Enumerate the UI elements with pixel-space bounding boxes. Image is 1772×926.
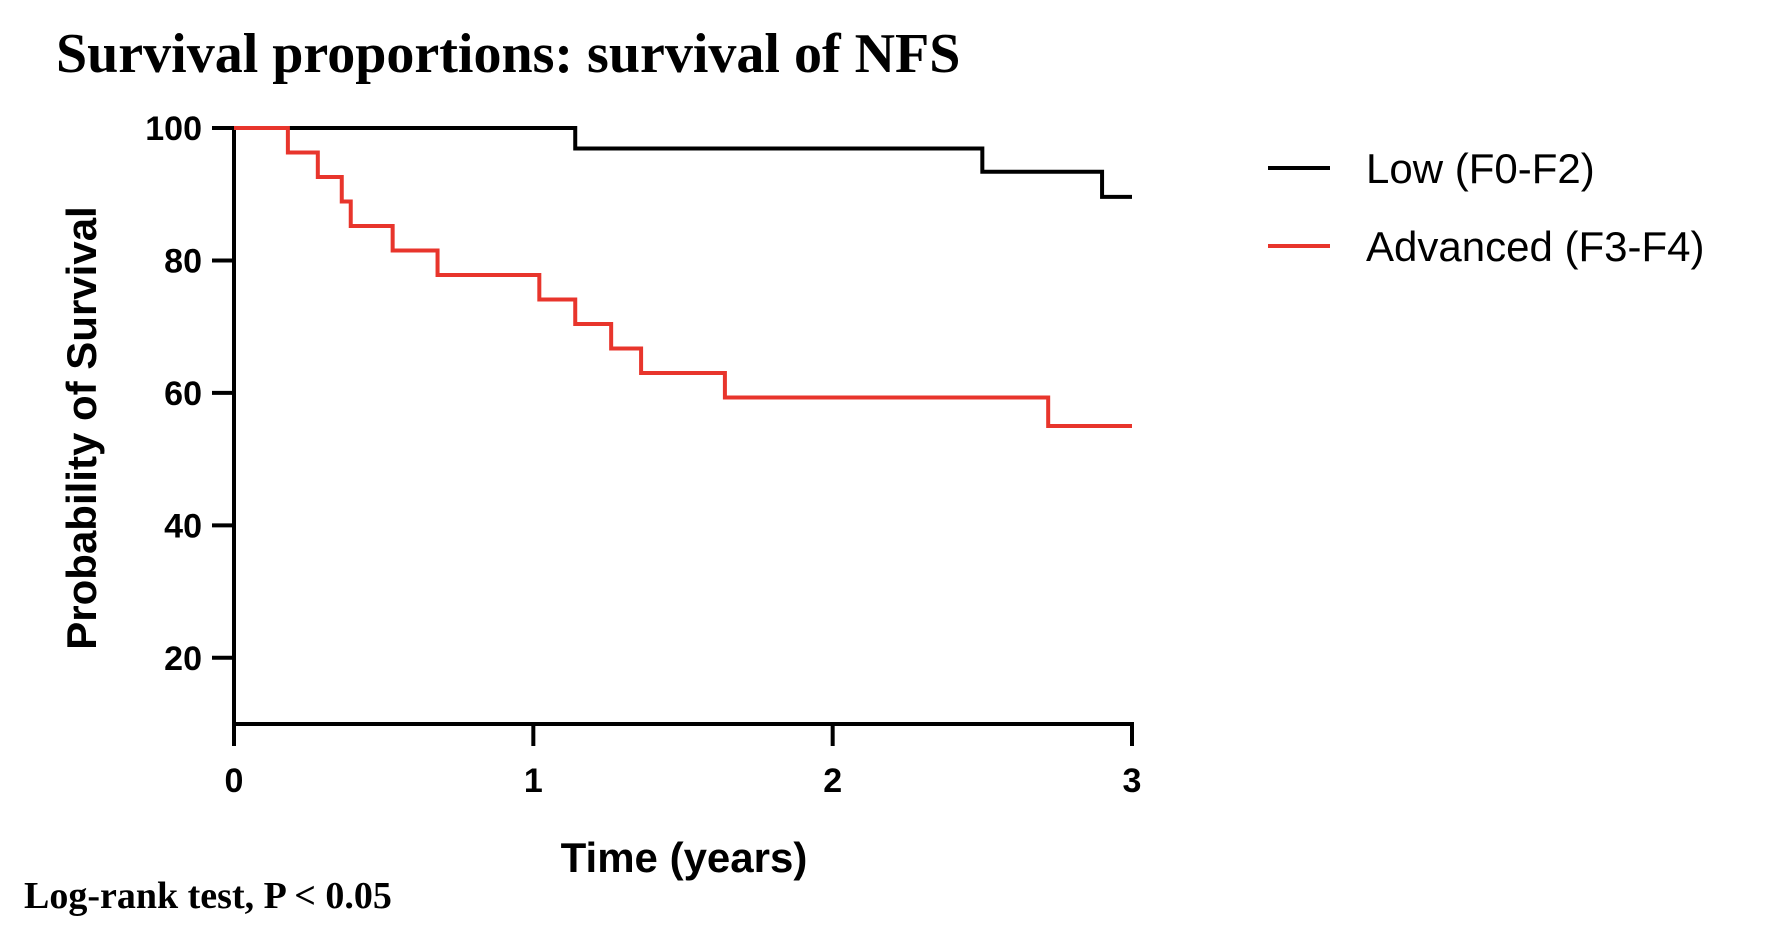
x-tick-label: 2 (823, 762, 842, 800)
legend: Low (F0-F2) Advanced (F3-F4) (1268, 145, 1704, 270)
x-tick-label: 0 (225, 762, 244, 800)
series-line-low (234, 126, 1132, 199)
x-tick-label: 1 (524, 762, 543, 800)
y-tick-label: 20 (164, 640, 202, 678)
series-lines (234, 126, 1132, 428)
y-axis-label: Probability of Survival (58, 206, 105, 649)
y-tick-label: 40 (164, 507, 202, 545)
y-tick-label: 80 (164, 242, 202, 280)
plot-area: 20 40 60 80 100 0 1 2 3 (145, 110, 1141, 800)
legend-label: Advanced (F3-F4) (1366, 223, 1704, 270)
series-line-advanced (234, 126, 1132, 428)
x-axis-label: Time (years) (561, 834, 808, 881)
y-ticks: 20 40 60 80 100 (145, 110, 234, 678)
y-tick-label: 60 (164, 375, 202, 413)
x-ticks: 0 1 2 3 (225, 724, 1142, 800)
y-tick-label: 100 (145, 110, 202, 148)
chart-title: Survival proportions: survival of NFS (56, 23, 960, 85)
legend-label: Low (F0-F2) (1366, 145, 1595, 192)
log-rank-annotation: Log-rank test, P < 0.05 (24, 875, 392, 917)
x-tick-label: 3 (1123, 762, 1142, 800)
